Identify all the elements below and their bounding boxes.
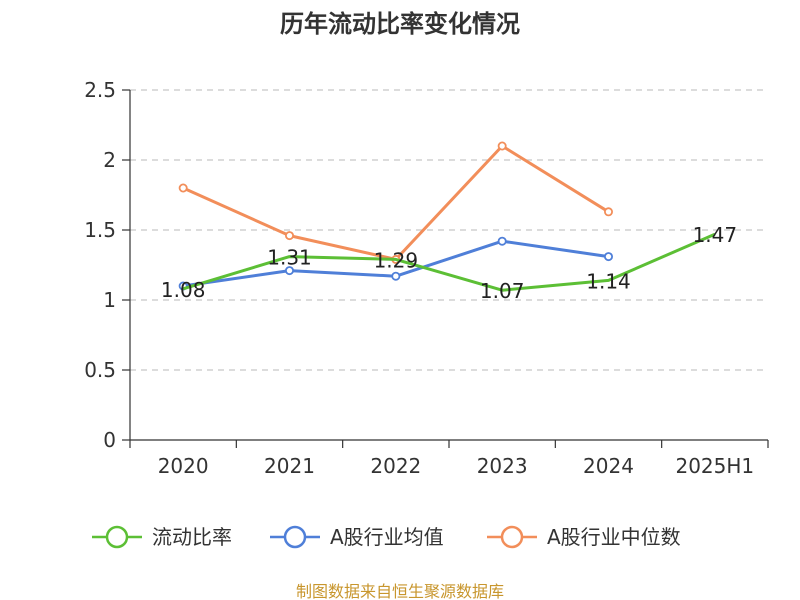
legend: 流动比率 A股行业均值 A股行业中位数 xyxy=(92,525,681,549)
data-label: 1.08 xyxy=(161,278,206,302)
source-note: 制图数据来自恒生聚源数据库 xyxy=(296,582,504,600)
y-tick-label: 1.5 xyxy=(84,218,116,242)
x-tick-label: 2022 xyxy=(370,454,421,478)
series-line-0 xyxy=(182,232,716,292)
data-label: 1.31 xyxy=(267,246,312,270)
series-point-1 xyxy=(391,271,401,281)
data-label: 1.14 xyxy=(586,269,631,293)
y-tick-label: 0.5 xyxy=(84,358,116,382)
series-layer xyxy=(178,141,716,292)
x-tick-label: 2025H1 xyxy=(675,454,754,478)
axes: 0 0.5 1 1.5 2 2.5 2020 2021 2022 2023 2024 2025H1 xyxy=(84,78,769,478)
y-tick-label: 2.5 xyxy=(84,78,116,102)
data-label: 1.07 xyxy=(480,279,525,303)
series-point-1 xyxy=(284,266,294,276)
series-point-2 xyxy=(178,183,188,193)
y-tick-label: 0 xyxy=(103,428,116,452)
data-labels: 1.08 1.31 1.29 1.07 1.14 1.47 xyxy=(161,223,737,303)
chart-title: 历年流动比率变化情况 xyxy=(280,10,520,38)
series-point-2 xyxy=(497,141,507,151)
series-point-2 xyxy=(604,207,614,217)
legend-label: A股行业中位数 xyxy=(547,525,681,549)
data-label: 1.29 xyxy=(374,248,419,272)
grid xyxy=(130,89,768,371)
series-line-2 xyxy=(182,144,610,261)
x-tick-label: 2024 xyxy=(583,454,634,478)
series-point-1 xyxy=(497,236,507,246)
legend-label: A股行业均值 xyxy=(330,525,444,549)
series-point-1 xyxy=(604,252,614,262)
data-label: 1.47 xyxy=(693,223,738,247)
y-tick-label: 1 xyxy=(103,288,116,312)
legend-marker xyxy=(105,525,129,549)
y-tick-label: 2 xyxy=(103,148,116,172)
legend-marker xyxy=(283,525,307,549)
x-tick-label: 2020 xyxy=(158,454,209,478)
legend-label: 流动比率 xyxy=(152,525,232,549)
series-point-2 xyxy=(284,231,294,241)
x-tick-label: 2023 xyxy=(477,454,528,478)
x-tick-label: 2021 xyxy=(264,454,315,478)
legend-marker xyxy=(500,525,524,549)
